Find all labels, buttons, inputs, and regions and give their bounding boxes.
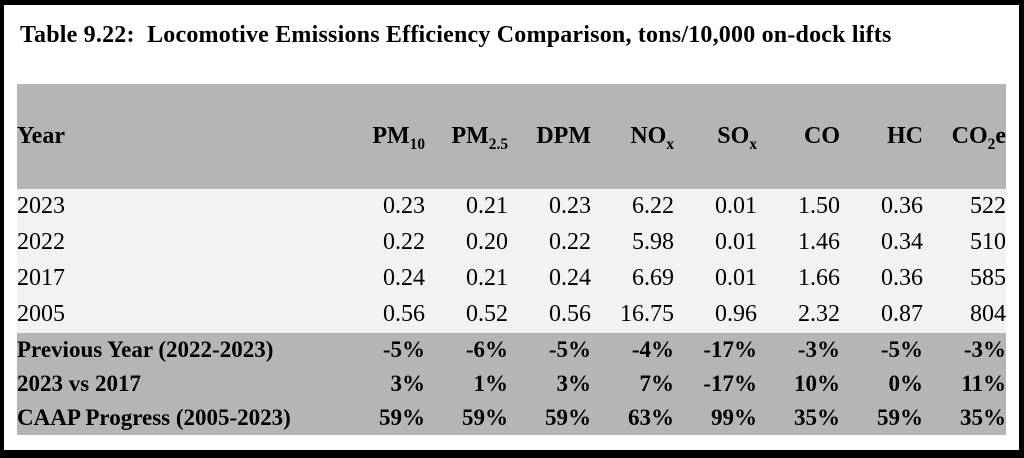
row-label-cell: Previous Year (2022-2023): [17, 336, 274, 362]
value-cell: 0.01: [715, 229, 757, 256]
column-header-subscript: 2.5: [488, 135, 508, 153]
value-cell: 11%: [961, 370, 1006, 396]
value-cell: 35%: [960, 404, 1006, 430]
table-caption: Table 9.22: Locomotive Emissions Efficie…: [20, 22, 892, 48]
table-summary-rows: Previous Year (2022-2023) -5% -6% -5% -4% -17…: [17, 333, 1006, 435]
value-cell: 1.66: [798, 265, 840, 292]
summary-row: 2023 vs 2017 3% 1% 3% 7% -17% 10% 0% 11%: [17, 367, 1006, 401]
column-header-subscript: x: [749, 135, 757, 153]
value-cell: 0.22: [549, 229, 591, 256]
value-cell: -3%: [963, 336, 1006, 362]
column-header-pm2-5: PM2.5: [451, 122, 508, 153]
value-cell: 0.23: [383, 193, 425, 220]
value-cell: 1.50: [798, 193, 840, 220]
column-header-subscript: 2: [987, 135, 996, 153]
table-header: Year PM10 PM2.5 DPM NOx SOx CO HC CO2e: [17, 84, 1006, 189]
value-cell: 59%: [877, 404, 923, 430]
value-cell: 1%: [473, 370, 509, 396]
column-header-subscript: 10: [409, 135, 425, 153]
value-cell: 0.56: [383, 301, 425, 328]
value-cell: 63%: [628, 404, 674, 430]
row-label-cell: 2023: [17, 193, 65, 220]
value-cell: 585: [970, 265, 1006, 292]
value-cell: 0.01: [715, 193, 757, 220]
year-data-row: 2017 0.24 0.21 0.24 6.69 0.01 1.66 0.36 585: [17, 261, 1006, 297]
row-label-cell: 2005: [17, 301, 65, 328]
value-cell: 0.21: [466, 265, 508, 292]
column-header-dpm: DPM: [536, 122, 591, 149]
value-cell: 6.22: [632, 193, 674, 220]
value-cell: -5%: [880, 336, 923, 362]
value-cell: 0.01: [715, 265, 757, 292]
value-cell: 0.87: [881, 301, 923, 328]
value-cell: 7%: [639, 370, 675, 396]
value-cell: 510: [970, 229, 1006, 256]
column-header-sox: SOx: [717, 122, 757, 153]
column-header-subscript: x: [666, 135, 674, 153]
column-header-pm10: PM10: [372, 122, 425, 153]
column-header-co: CO: [804, 122, 840, 149]
value-cell: 35%: [794, 404, 840, 430]
year-data-row: 2005 0.56 0.52 0.56 16.75 0.96 2.32 0.87 804: [17, 297, 1006, 333]
value-cell: 16.75: [620, 301, 674, 328]
value-cell: -17%: [703, 336, 757, 362]
value-cell: -3%: [797, 336, 840, 362]
value-cell: 3%: [556, 370, 592, 396]
value-cell: 6.69: [632, 265, 674, 292]
value-cell: 0.52: [466, 301, 508, 328]
value-cell: 59%: [379, 404, 425, 430]
summary-row: CAAP Progress (2005-2023) 59% 59% 59% 63% 99%…: [17, 401, 1006, 435]
value-cell: -5%: [382, 336, 425, 362]
value-cell: 0.24: [549, 265, 591, 292]
value-cell: -5%: [548, 336, 591, 362]
column-header-year: Year: [17, 122, 65, 149]
value-cell: 3%: [390, 370, 426, 396]
value-cell: 1.46: [798, 229, 840, 256]
value-cell: 0.56: [549, 301, 591, 328]
value-cell: 804: [970, 301, 1006, 328]
value-cell: 0.34: [881, 229, 923, 256]
year-data-row: 2022 0.22 0.20 0.22 5.98 0.01 1.46 0.34 510: [17, 225, 1006, 261]
value-cell: 59%: [462, 404, 508, 430]
value-cell: 522: [970, 193, 1006, 220]
row-label-cell: 2017: [17, 265, 65, 292]
value-cell: -17%: [703, 370, 757, 396]
row-label-cell: 2022: [17, 229, 65, 256]
column-header-co2e: CO2e: [951, 122, 1006, 153]
header-row: Year PM10 PM2.5 DPM NOx SOx CO HC CO2e: [17, 84, 1006, 189]
value-cell: 0.23: [549, 193, 591, 220]
value-cell: 0.21: [466, 193, 508, 220]
column-header-hc: HC: [887, 122, 923, 149]
value-cell: -6%: [465, 336, 508, 362]
value-cell: 0.22: [383, 229, 425, 256]
year-data-row: 2023 0.23 0.21 0.23 6.22 0.01 1.50 0.36 522: [17, 189, 1006, 225]
value-cell: 5.98: [632, 229, 674, 256]
value-cell: 0.36: [881, 193, 923, 220]
row-label-cell: 2023 vs 2017: [17, 370, 141, 396]
value-cell: 0.24: [383, 265, 425, 292]
value-cell: 0.36: [881, 265, 923, 292]
value-cell: 0%: [888, 370, 924, 396]
value-cell: 0.96: [715, 301, 757, 328]
value-cell: 0.20: [466, 229, 508, 256]
value-cell: 10%: [794, 370, 840, 396]
summary-row: Previous Year (2022-2023) -5% -6% -5% -4% -17…: [17, 333, 1006, 367]
column-header-nox: NOx: [630, 122, 674, 153]
value-cell: 59%: [545, 404, 591, 430]
table-data-rows: 2023 0.23 0.21 0.23 6.22 0.01 1.50 0.36 522 2022 0…: [17, 189, 1006, 333]
value-cell: 99%: [711, 404, 757, 430]
value-cell: 2.32: [798, 301, 840, 328]
value-cell: -4%: [631, 336, 674, 362]
emissions-table: Year PM10 PM2.5 DPM NOx SOx CO HC CO2e 2023 0.23 0…: [17, 84, 1006, 435]
row-label-cell: CAAP Progress (2005-2023): [17, 404, 291, 430]
